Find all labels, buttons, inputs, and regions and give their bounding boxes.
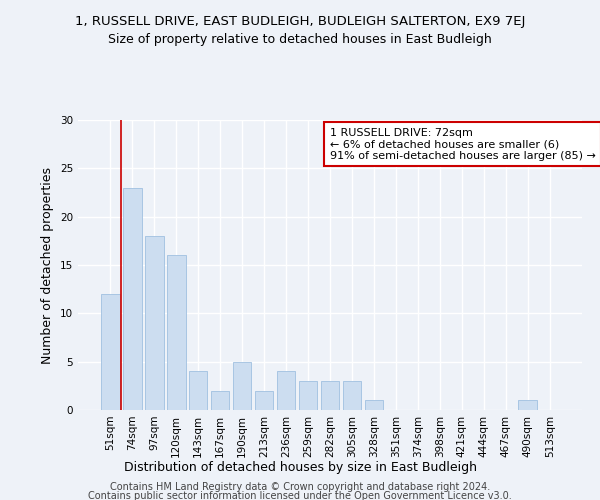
Bar	[189, 372, 208, 410]
Text: Contains HM Land Registry data © Crown copyright and database right 2024.: Contains HM Land Registry data © Crown c…	[110, 482, 490, 492]
Bar	[255, 390, 274, 410]
Bar	[299, 381, 317, 410]
Bar	[123, 188, 142, 410]
Bar	[365, 400, 383, 410]
Bar	[233, 362, 251, 410]
Bar	[277, 372, 295, 410]
Bar	[167, 256, 185, 410]
Bar	[320, 381, 340, 410]
Bar	[101, 294, 119, 410]
Bar	[518, 400, 537, 410]
Text: 1, RUSSELL DRIVE, EAST BUDLEIGH, BUDLEIGH SALTERTON, EX9 7EJ: 1, RUSSELL DRIVE, EAST BUDLEIGH, BUDLEIG…	[75, 15, 525, 28]
Y-axis label: Number of detached properties: Number of detached properties	[41, 166, 55, 364]
Text: Contains public sector information licensed under the Open Government Licence v3: Contains public sector information licen…	[88, 491, 512, 500]
Bar	[211, 390, 229, 410]
Bar	[145, 236, 164, 410]
Text: Distribution of detached houses by size in East Budleigh: Distribution of detached houses by size …	[124, 461, 476, 474]
Text: Size of property relative to detached houses in East Budleigh: Size of property relative to detached ho…	[108, 32, 492, 46]
Bar	[343, 381, 361, 410]
Text: 1 RUSSELL DRIVE: 72sqm
← 6% of detached houses are smaller (6)
91% of semi-detac: 1 RUSSELL DRIVE: 72sqm ← 6% of detached …	[330, 128, 596, 161]
